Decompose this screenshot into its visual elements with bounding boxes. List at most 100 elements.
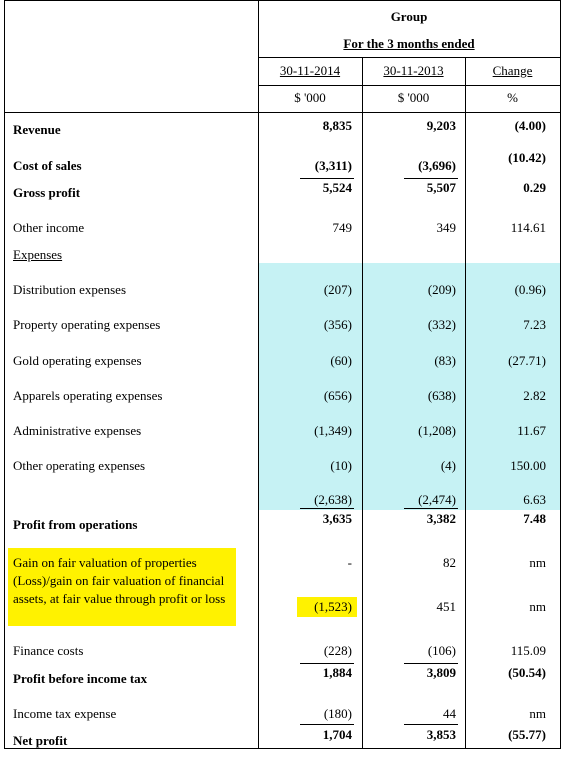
border xyxy=(4,0,561,1)
unit: % xyxy=(507,90,518,105)
row-label: Administrative expenses xyxy=(13,423,142,438)
cell-value: (332) xyxy=(427,317,456,332)
row-label: Profit before income tax xyxy=(13,671,148,686)
cell-value: (1,208) xyxy=(418,423,456,438)
row-label: Revenue xyxy=(13,122,61,137)
column-header: 30-11-2013 xyxy=(383,63,444,78)
row-label: Income tax expense xyxy=(13,706,117,721)
group: Group xyxy=(390,9,428,24)
cell-value: (106) xyxy=(427,643,456,658)
highlight xyxy=(8,548,236,626)
cell-value: 9,203 xyxy=(426,118,456,133)
cell-value: (356) xyxy=(323,317,352,332)
cell-value: (4) xyxy=(440,458,456,473)
cell-value: (4.00) xyxy=(514,118,546,133)
unit: $ '000 xyxy=(397,90,430,105)
cell-value: 5,507 xyxy=(426,180,456,195)
cell-value: 349 xyxy=(436,220,457,235)
cell-value: 150.00 xyxy=(510,458,546,473)
cell-value: (27.71) xyxy=(508,353,546,368)
cell-value: 3,635 xyxy=(322,511,352,526)
cell-value: (50.54) xyxy=(508,665,546,680)
row-label: Profit from operations xyxy=(13,517,138,532)
cell-value: 7.23 xyxy=(523,317,546,332)
cell-value: 7.48 xyxy=(523,511,546,526)
row-label: (Loss)/gain on fair valuation of financi… xyxy=(13,573,226,606)
border xyxy=(258,0,259,749)
cell-value: 115.09 xyxy=(510,643,546,658)
cell-value: 451 xyxy=(436,599,457,614)
rule xyxy=(300,724,354,725)
row-label: Distribution expenses xyxy=(13,282,127,297)
rule xyxy=(404,663,458,664)
cell-value: 1,884 xyxy=(322,665,352,680)
cell-value: (60) xyxy=(330,353,352,368)
cell-value: 749 xyxy=(332,220,353,235)
cell-value: (2,474) xyxy=(418,492,456,507)
rule xyxy=(300,663,354,664)
cell-value: (207) xyxy=(323,282,352,297)
cell-value: (638) xyxy=(427,388,456,403)
rule xyxy=(404,724,458,725)
highlight xyxy=(297,597,357,617)
row-label: Gross profit xyxy=(13,185,81,200)
rule xyxy=(404,508,458,509)
row-label: Gain on fair valuation of properties xyxy=(13,555,197,570)
cell-value: (1,523) xyxy=(314,599,352,614)
cell-value: (228) xyxy=(323,643,352,658)
rule xyxy=(300,508,354,509)
column-header: 30-11-2014 xyxy=(279,63,341,78)
cell-value: nm xyxy=(529,706,546,721)
border xyxy=(465,57,466,749)
cell-value: - xyxy=(347,555,352,570)
border xyxy=(560,0,561,749)
unit: $ '000 xyxy=(294,90,326,105)
row-label: Finance costs xyxy=(13,643,84,658)
border xyxy=(258,57,561,58)
cell-value: (180) xyxy=(323,706,352,721)
rule xyxy=(300,178,354,179)
cell-value: 82 xyxy=(443,555,456,570)
cell-value: (0.96) xyxy=(514,282,546,297)
row-label: Other operating expenses xyxy=(13,458,146,473)
cell-value: (1,349) xyxy=(314,423,352,438)
cell-value: (10) xyxy=(330,458,352,473)
border xyxy=(4,0,5,749)
row-label: Other income xyxy=(13,220,85,235)
cell-value: (656) xyxy=(323,388,352,403)
cell-value: nm xyxy=(529,599,546,614)
cell-value: 0.29 xyxy=(523,180,546,195)
cell-value: 11.67 xyxy=(517,423,546,438)
cell-value: 8,835 xyxy=(322,118,352,133)
cell-value: 2.82 xyxy=(523,388,546,403)
border xyxy=(4,112,561,113)
cell-value: (10.42) xyxy=(508,150,546,165)
rule xyxy=(404,178,458,179)
column-header: Change xyxy=(492,63,533,78)
cell-value: (83) xyxy=(434,353,456,368)
cell-value: (55.77) xyxy=(508,727,546,742)
cell-value: 3,382 xyxy=(426,511,456,526)
row-label: Cost of sales xyxy=(13,158,82,173)
cell-value: 114.61 xyxy=(510,220,546,235)
cell-value: 3,853 xyxy=(426,727,456,742)
period: For the 3 months ended xyxy=(343,36,475,51)
cell-value: (3,696) xyxy=(418,158,456,173)
cell-value: 5,524 xyxy=(322,180,352,195)
border xyxy=(258,85,561,86)
cell-value: (2,638) xyxy=(314,492,352,507)
cell-value: 44 xyxy=(443,706,456,721)
cell-value: 1,704 xyxy=(322,727,352,742)
row-label: Net profit xyxy=(13,733,68,748)
cell-value: 6.63 xyxy=(523,492,546,507)
border xyxy=(362,57,363,749)
row-label: Expenses xyxy=(13,247,63,262)
cell-value: nm xyxy=(529,555,546,570)
row-label: Gold operating expenses xyxy=(13,353,142,368)
row-label: Property operating expenses xyxy=(13,317,161,332)
border xyxy=(4,748,561,749)
cell-value: 3,809 xyxy=(426,665,456,680)
shade xyxy=(258,263,560,510)
cell-value: (3,311) xyxy=(314,158,352,173)
